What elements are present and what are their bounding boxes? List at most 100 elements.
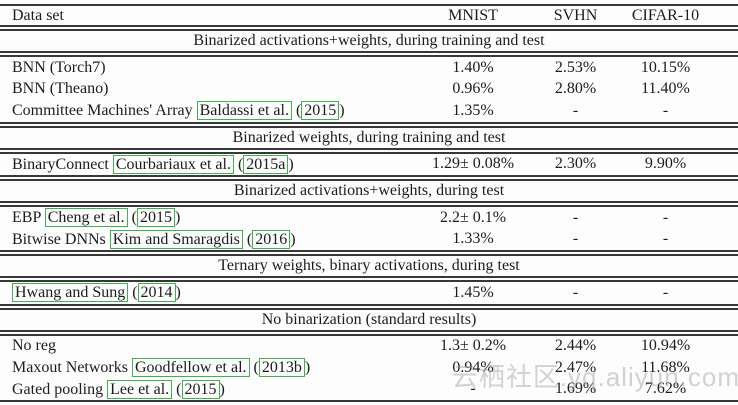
value-cifar10: -	[662, 283, 669, 301]
section-separator-rule	[0, 51, 738, 57]
section-title: Binarized activations+weights, during te…	[233, 182, 505, 199]
section-separator-rule	[0, 276, 738, 282]
value-mnist: 1.33%	[452, 230, 494, 248]
method-label: Gated pooling Lee et al. (2015)	[12, 379, 408, 399]
citation-link[interactable]: Hwang and Sung	[12, 283, 129, 303]
method-label: No reg	[12, 337, 408, 355]
section-title: Binarized activations+weights, during tr…	[193, 32, 545, 49]
citation-link[interactable]: Cheng et al.	[44, 208, 128, 228]
value-svhn: 2.53%	[554, 58, 597, 76]
method-prefix: Committee Machines' Array	[12, 102, 193, 120]
section-separator-rule	[0, 250, 738, 256]
citation: Kim and Smaragdis (2016)	[109, 229, 296, 249]
section-header: Ternary weights, binary activations, dur…	[0, 256, 738, 276]
value-svhn: -	[572, 101, 579, 119]
section-header: Binarized activations+weights, during tr…	[0, 31, 738, 51]
table-header-row: Data set MNIST SVHN CIFAR-10	[0, 6, 738, 25]
column-header-cifar10: CIFAR-10	[631, 6, 700, 24]
section-title: No binarization (standard results)	[261, 310, 477, 328]
citation-link[interactable]: Lee et al.	[107, 379, 173, 399]
value-mnist: 2.2± 0.1%	[439, 208, 507, 226]
value-cifar10: 10.15%	[640, 58, 691, 76]
section-header: Binarized weights, during training and t…	[0, 128, 738, 148]
section-separator-rule	[0, 303, 738, 310]
citation-link[interactable]: Kim and Smaragdis	[109, 229, 243, 249]
section-title: Ternary weights, binary activations, dur…	[218, 257, 520, 274]
value-mnist: -	[470, 380, 476, 398]
method-label: Bitwise DNNs Kim and Smaragdis (2016)	[12, 229, 408, 249]
value-svhn: -	[572, 283, 579, 301]
value-svhn: -	[572, 208, 579, 226]
column-header-svhn: SVHN	[553, 6, 598, 24]
table-row: Hwang and Sung (2014) 1.45% - -	[0, 282, 738, 304]
citation-year-link[interactable]: 2015a	[243, 154, 289, 174]
value-cifar10: -	[662, 101, 669, 119]
citation: Baldassi et al. (2015)	[196, 101, 345, 121]
citation: Hwang and Sung (2014)	[12, 283, 181, 303]
method-label: Maxout Networks Goodfellow et al. (2013b…	[12, 358, 408, 378]
table-row: No reg 1.3± 0.2% 2.44% 10.94%	[0, 336, 738, 358]
citation: Lee et al. (2015)	[107, 379, 225, 399]
section-header: Binarized activations+weights, during te…	[0, 181, 738, 201]
value-svhn: 2.44%	[554, 337, 597, 355]
method-prefix: BinaryConnect	[12, 155, 109, 173]
method-label: BinaryConnect Courbariaux et al. (2015a)	[12, 154, 408, 174]
header-separator-rule	[0, 25, 738, 31]
citation-link[interactable]: Courbariaux et al.	[112, 154, 234, 174]
value-cifar10: 9.90%	[644, 155, 687, 173]
citation-link[interactable]: Baldassi et al.	[196, 101, 292, 121]
section-separator-rule	[0, 201, 738, 207]
column-header-mnist: MNIST	[448, 6, 498, 24]
value-svhn: -	[572, 230, 579, 248]
method-prefix: Maxout Networks	[12, 359, 128, 377]
table-row: Gated pooling Lee et al. (2015) - 1.69% …	[0, 379, 738, 401]
section-separator-rule	[0, 329, 738, 336]
method-label: Hwang and Sung (2014)	[12, 283, 408, 303]
table-row: EBP Cheng et al. (2015) 2.2± 0.1% - -	[0, 207, 738, 229]
table-row: BNN (Theano) 0.96% 2.80% 11.40%	[0, 79, 738, 101]
citation-year-link[interactable]: 2016	[252, 229, 291, 249]
citation-year-link[interactable]: 2014	[137, 283, 176, 303]
method-label: BNN (Torch7)	[12, 59, 408, 77]
section-separator-rule	[0, 147, 738, 154]
column-header-dataset: Data set	[12, 6, 64, 24]
citation-year-link[interactable]: 2013b	[258, 358, 305, 378]
citation-year-link[interactable]: 2015	[136, 208, 175, 228]
citation-year-link[interactable]: 2015	[181, 379, 220, 399]
value-cifar10: -	[662, 208, 669, 226]
value-svhn: 1.69%	[554, 380, 597, 398]
citation: Cheng et al. (2015)	[44, 208, 180, 228]
citation: Goodfellow et al. (2013b)	[131, 358, 310, 378]
value-mnist: 1.40%	[452, 58, 494, 76]
value-cifar10: 11.40%	[641, 80, 690, 98]
method-label: Committee Machines' Array Baldassi et al…	[12, 101, 408, 121]
section-separator-rule	[0, 121, 738, 128]
method-prefix: No reg	[12, 337, 56, 355]
value-mnist: 0.94%	[452, 358, 494, 376]
value-cifar10: 11.68%	[641, 358, 690, 376]
method-prefix: EBP	[12, 209, 41, 227]
table-bottom-rule	[0, 400, 738, 402]
value-mnist: 0.96%	[452, 80, 494, 98]
value-svhn: 2.47%	[554, 358, 597, 376]
value-svhn: 2.30%	[554, 155, 597, 173]
citation-link[interactable]: Goodfellow et al.	[131, 358, 250, 378]
value-mnist: 1.35%	[452, 101, 494, 119]
value-cifar10: -	[662, 230, 669, 248]
method-prefix: Bitwise DNNs	[12, 230, 106, 248]
value-mnist: 1.45%	[452, 283, 494, 301]
section-separator-rule	[0, 175, 738, 181]
value-cifar10: 10.94%	[640, 337, 691, 355]
value-mnist: 1.3± 0.2%	[439, 337, 507, 355]
citation: Courbariaux et al. (2015a)	[112, 154, 294, 174]
method-label: EBP Cheng et al. (2015)	[12, 208, 408, 228]
table-row: Maxout Networks Goodfellow et al. (2013b…	[0, 357, 738, 379]
value-mnist: 1.29± 0.08%	[431, 155, 515, 173]
table-row: BNN (Torch7) 1.40% 2.53% 10.15%	[0, 57, 738, 79]
value-cifar10: 7.62%	[644, 380, 687, 398]
table-top-rule	[0, 4, 738, 6]
citation-year-link[interactable]: 2015	[301, 101, 340, 121]
value-svhn: 2.80%	[554, 80, 597, 98]
method-prefix: Gated pooling	[12, 380, 104, 398]
